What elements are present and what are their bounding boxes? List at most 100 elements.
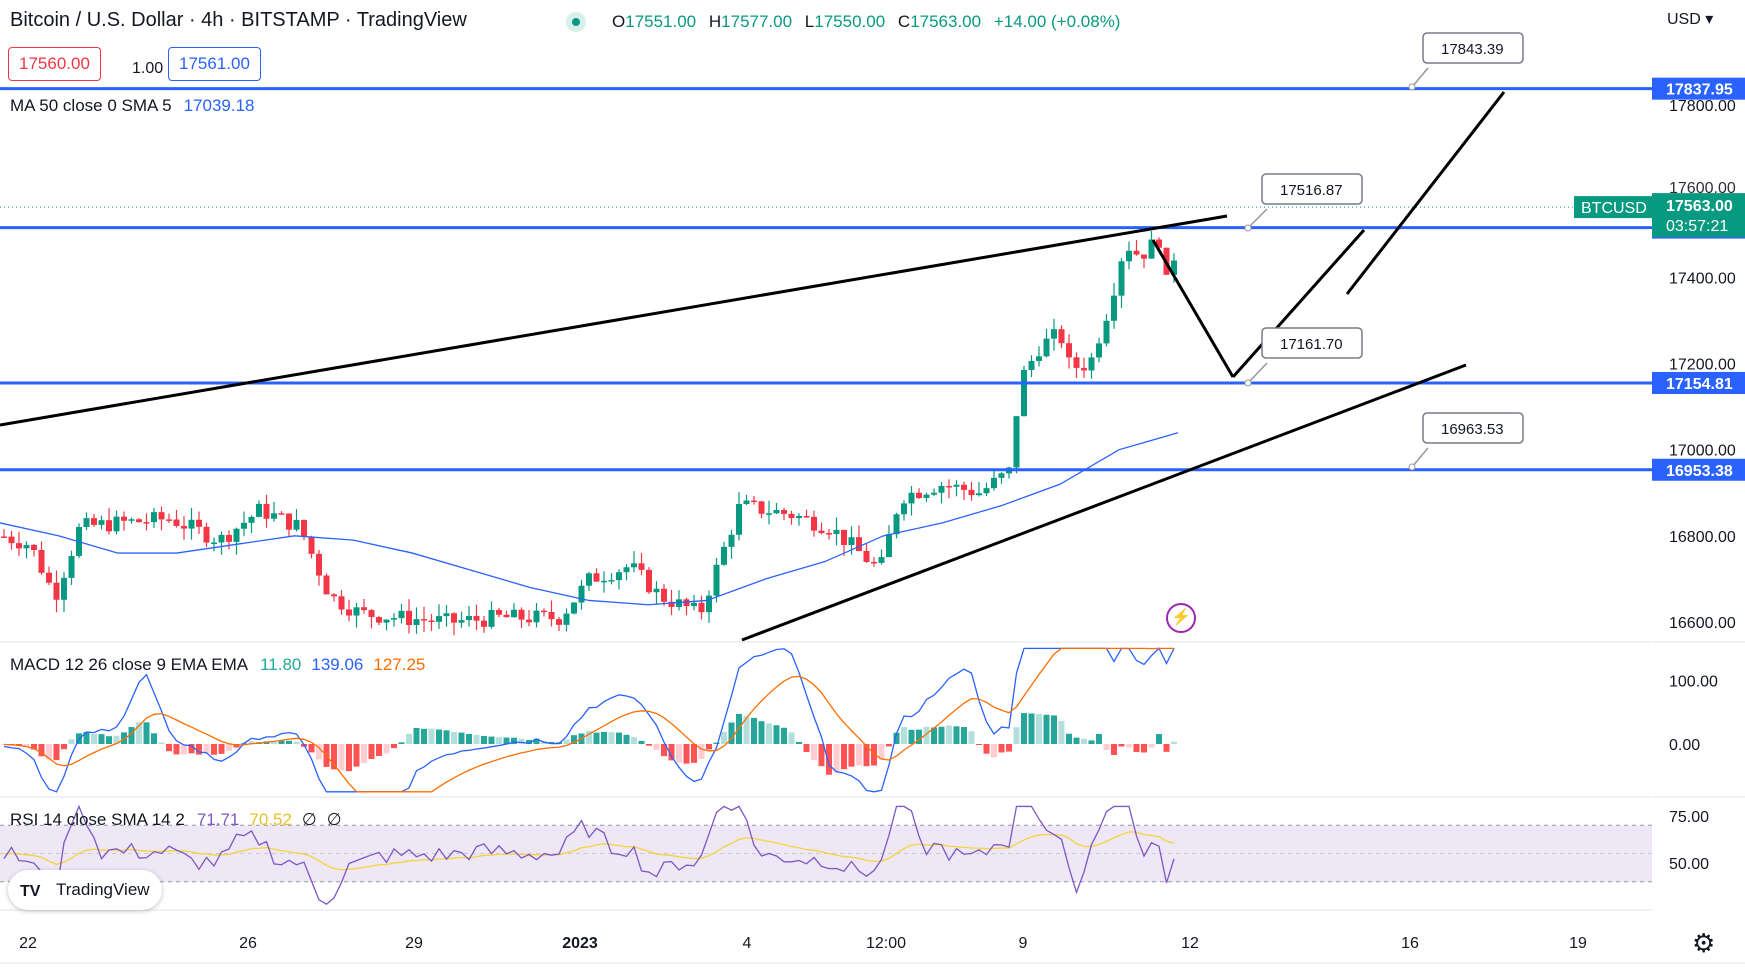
candle-body <box>38 550 45 573</box>
candle-body <box>931 492 937 495</box>
candle-body <box>256 503 262 517</box>
candle-body <box>68 556 75 578</box>
x-tick-label: 16 <box>1401 935 1419 952</box>
candle-body <box>1133 250 1140 255</box>
macd-histogram-bar <box>781 727 787 744</box>
macd-histogram-bar <box>1111 744 1117 756</box>
callout-label: 17843.39 <box>1441 41 1504 58</box>
tradingview-watermark[interactable]: TV TradingView <box>8 870 162 910</box>
macd-histogram-bar <box>961 726 967 744</box>
candle-body <box>938 485 945 493</box>
candle-body <box>338 596 345 610</box>
candle-body <box>391 618 397 620</box>
macd-histogram-bar <box>413 727 420 744</box>
candle-body <box>428 620 435 622</box>
macd-histogram-bar <box>751 717 757 744</box>
candle-body <box>473 616 480 621</box>
candle-body <box>218 534 225 543</box>
macd-histogram-bar <box>698 744 705 760</box>
sell-price-button[interactable]: 17560.00 <box>8 47 101 81</box>
macd-histogram-bar <box>923 726 930 744</box>
callout-box <box>1261 173 1363 205</box>
macd-histogram-bar <box>1021 713 1027 744</box>
rsi-legend[interactable]: RSI 14 close SMA 14 2 71.71 70.52 ∅ ∅ <box>10 810 342 829</box>
macd-histogram-bar <box>871 744 877 766</box>
candle-body <box>736 503 742 535</box>
candle-body <box>713 564 720 596</box>
macd-histogram-bar <box>901 727 907 744</box>
macd-histogram-bar <box>83 731 90 744</box>
y-tick-label: 17000.00 <box>1669 443 1736 460</box>
callout-box <box>1422 32 1524 64</box>
candle-body <box>181 525 187 529</box>
candle-body <box>413 619 420 626</box>
candle-body <box>1096 343 1102 358</box>
macd-histogram-bar <box>31 744 37 750</box>
y-tick-label: 16800.00 <box>1669 529 1736 546</box>
candle-body <box>443 613 450 617</box>
macd-histogram-bar <box>398 742 405 744</box>
macd-histogram-bar <box>1081 738 1087 744</box>
candle-body <box>151 512 157 523</box>
macd-histogram-bar <box>128 727 135 744</box>
settings-gear-icon[interactable]: ⚙ <box>1692 928 1716 958</box>
macd-histogram-bar <box>946 725 952 744</box>
macd-histogram-bar <box>428 728 435 744</box>
lightning-icon[interactable]: ⚡ <box>1166 603 1196 633</box>
candle-body <box>136 519 142 523</box>
candle-body <box>46 572 52 583</box>
currency-selector[interactable]: USD ▾ <box>1667 11 1714 28</box>
candle-body <box>203 526 210 543</box>
macd-histogram-bar <box>653 744 660 750</box>
ma-legend[interactable]: MA 50 close 0 SMA 5 17039.18 <box>10 96 255 115</box>
macd-histogram-bar <box>376 744 382 756</box>
candle-body <box>818 530 825 534</box>
candle-body <box>263 503 270 519</box>
projection-line <box>1231 229 1366 378</box>
macd-histogram-bar <box>61 744 67 750</box>
candle-body <box>698 602 705 613</box>
macd-histogram-bar <box>571 735 577 744</box>
macd-histogram-bar <box>271 741 277 744</box>
symbol-title[interactable]: Bitcoin / U.S. Dollar · 4h · BITSTAMP · … <box>10 9 467 31</box>
macd-histogram-bar <box>488 736 495 744</box>
candle-body <box>668 601 675 607</box>
candle-body <box>1058 329 1065 344</box>
candle-body <box>541 610 547 613</box>
candle-body <box>923 494 930 498</box>
callout-anchor <box>1244 379 1252 387</box>
buy-price-button[interactable]: 17561.00 <box>168 47 261 81</box>
macd-histogram-bar <box>983 744 990 754</box>
macd-histogram-bar <box>466 734 472 744</box>
macd-histogram-bar <box>931 727 937 744</box>
candle-body <box>1088 357 1095 371</box>
macd-histogram-bar <box>1163 744 1170 752</box>
y-tick-label: 50.00 <box>1669 856 1709 873</box>
candle-body <box>691 602 697 607</box>
candle-body <box>1066 343 1072 358</box>
candle-body <box>1073 357 1080 368</box>
x-tick-label: 22 <box>19 935 37 952</box>
callout-anchor <box>1408 83 1416 91</box>
candle-body <box>916 492 922 498</box>
macd-histogram-bar <box>841 744 847 770</box>
macd-legend[interactable]: MACD 12 26 close 9 EMA EMA 11.80 139.06 127… <box>10 655 426 674</box>
candle-body <box>1126 250 1132 262</box>
candle-body <box>23 544 30 549</box>
x-tick-label: 9 <box>1019 935 1028 952</box>
macd-histogram-bar <box>1156 734 1162 744</box>
macd-histogram-bar <box>616 732 622 744</box>
candle-body <box>8 536 15 544</box>
candle-body <box>248 516 255 523</box>
candle-body <box>1118 261 1125 296</box>
candle-body <box>173 519 180 526</box>
candle-body <box>1036 356 1042 361</box>
macd-histogram-bar <box>721 731 727 744</box>
macd-histogram-bar <box>631 737 637 744</box>
macd-histogram-bar <box>23 744 30 748</box>
callout-label: 17161.70 <box>1280 336 1343 353</box>
candle-body <box>16 543 22 549</box>
macd-histogram-bar <box>1036 713 1042 744</box>
macd-histogram-bar <box>811 744 817 761</box>
